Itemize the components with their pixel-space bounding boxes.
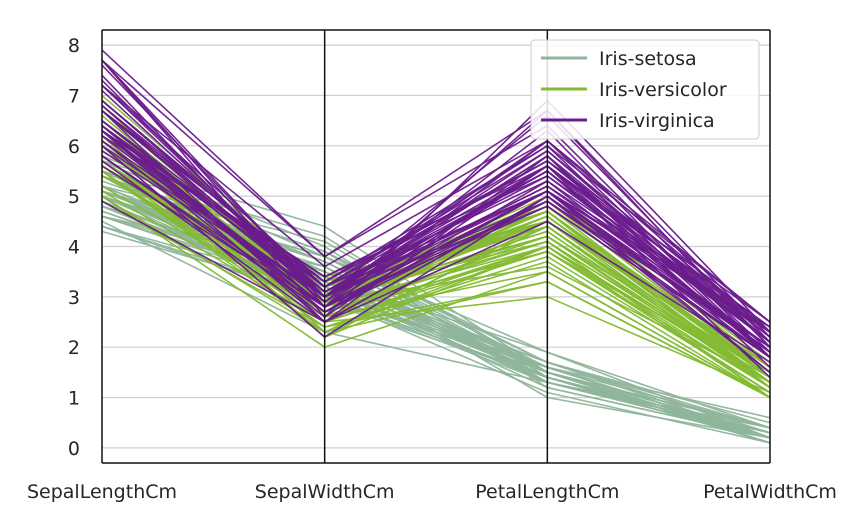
- axis-label-sepalwidthcm: SepalWidthCm: [255, 481, 395, 503]
- series-lines-layer: [101, 49, 771, 444]
- y-tick-label: 3: [68, 287, 80, 309]
- series-line-iris-versicolor-31: [101, 170, 771, 399]
- y-tick-label: 5: [68, 186, 80, 208]
- y-tick-label: 8: [68, 35, 80, 57]
- series-line-iris-virginica-32: [101, 125, 771, 338]
- series-line-iris-virginica-6: [101, 200, 771, 363]
- y-tick-labels: 0 1 2 3 4 5 6 7 8: [68, 35, 80, 460]
- series-line-iris-virginica-22: [101, 59, 771, 348]
- y-tick-label: 4: [68, 237, 80, 259]
- series-line-iris-versicolor-48: [101, 190, 771, 394]
- series-line-iris-versicolor-43: [101, 195, 771, 399]
- legend-label-iris-setosa: Iris-setosa: [599, 48, 697, 70]
- legend: Iris-setosa Iris-versicolor Iris-virginica: [530, 39, 760, 140]
- series-line-iris-virginica-17: [101, 59, 771, 338]
- series-line-iris-virginica-44: [101, 109, 771, 323]
- legend-label-iris-virginica: Iris-virginica: [599, 110, 715, 132]
- vertical-axes-layer: [101, 30, 771, 463]
- series-line-iris-virginica-40: [101, 109, 771, 328]
- y-tick-label: 6: [68, 136, 80, 158]
- y-tick-label: 7: [68, 85, 80, 107]
- y-tick-label: 2: [68, 337, 80, 359]
- legend-box: [530, 39, 760, 140]
- y-tick-label: 0: [68, 438, 80, 460]
- series-line-iris-virginica-47: [101, 119, 771, 348]
- legend-label-iris-versicolor: Iris-versicolor: [599, 79, 727, 101]
- series-line-iris-virginica-9: [101, 84, 771, 323]
- plot-frame: [102, 29, 770, 464]
- series-line-iris-virginica-48: [101, 135, 771, 333]
- series-line-iris-versicolor-39: [101, 170, 771, 384]
- series-line-iris-virginica-49: [101, 150, 771, 358]
- axis-name-labels: SepalLengthCm SepalWidthCm PetalLengthCm Pe…: [27, 481, 837, 503]
- y-tick-label: 1: [68, 388, 80, 410]
- axis-label-petallengthcm: PetalLengthCm: [475, 481, 619, 503]
- series-line-iris-virginica-19: [101, 145, 771, 374]
- series-line-iris-virginica-42: [101, 155, 771, 353]
- axis-label-petalwidthcm: PetalWidthCm: [703, 481, 837, 503]
- axis-label-sepallengthcm: SepalLengthCm: [27, 481, 177, 503]
